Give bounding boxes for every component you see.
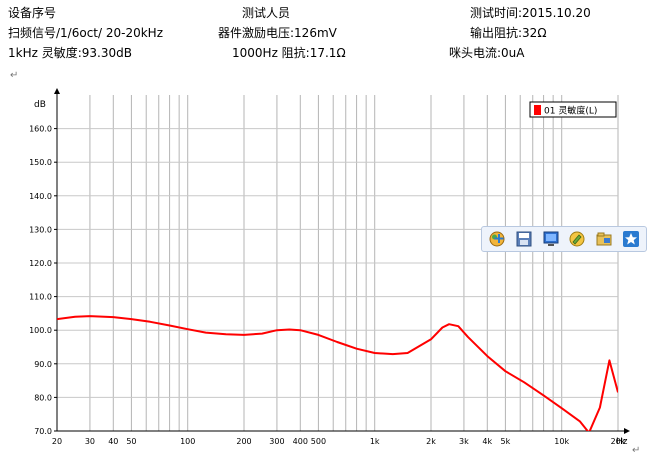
x-tick-label: 40: [108, 437, 118, 446]
x-tick-label: 5k: [501, 437, 511, 446]
x-tick-label: 2k: [426, 437, 436, 446]
y-tick-label: 70.0: [34, 427, 52, 436]
y-tick-label: 160.0: [29, 125, 52, 134]
legend-swatch: [534, 105, 541, 115]
sweep-signal-label: 扫频信号/1/6oct/ 20-20kHz: [8, 26, 163, 40]
chart-toolbar: [481, 226, 647, 252]
legend-box: [529, 101, 617, 118]
drive-voltage-label: 器件激励电压:126mV: [218, 26, 337, 40]
impedance-label: 1000Hz 阻抗:17.1Ω: [232, 46, 346, 60]
export-folder-icon: [596, 232, 612, 246]
sensitivity-label: 1kHz 灵敏度:93.30dB: [8, 46, 132, 60]
device-serial-label: 设备序号: [8, 6, 57, 20]
legend[interactable]: 01 灵敏度(L): [529, 101, 617, 118]
legend-label: 01 灵敏度(L): [544, 105, 597, 117]
x-axis-label: Hz: [616, 437, 628, 447]
y-tick-label: 120.0: [29, 259, 52, 268]
x-tick-label: 300: [269, 437, 284, 446]
series-group: [57, 315, 618, 431]
y-tick-label: 110.0: [29, 293, 52, 302]
paragraph-mark: ↵: [10, 70, 19, 81]
display-button[interactable]: [541, 229, 561, 249]
output-impedance-label: 输出阻抗:32Ω: [470, 26, 547, 40]
save-disk-icon: [516, 231, 532, 247]
x-tick-labels: 20 30 40 50 100 200 300 400 500 1k 2k 3k 4k 5k 10k 20k: [52, 437, 626, 446]
y-tick-label: 130.0: [29, 225, 52, 234]
edit-pencil-icon: [569, 231, 585, 247]
test-time-label: 测试时间:2015.10.20: [470, 6, 591, 20]
edit-button[interactable]: [567, 229, 587, 249]
monitor-icon: [543, 231, 559, 246]
x-tick-label: 3k: [459, 437, 469, 446]
x-tick-label: 500: [311, 437, 326, 446]
x-tick-label: 50: [126, 437, 136, 446]
y-axis-arrow: [54, 88, 60, 94]
x-tick-label: 200: [236, 437, 251, 446]
star-icon: [622, 231, 639, 247]
export-button[interactable]: [594, 229, 614, 249]
x-tick-label: 4k: [482, 437, 492, 446]
x-axis-arrow: [624, 428, 630, 434]
y-tick-label: 100.0: [29, 326, 52, 335]
y-tick-labels: 70.0 80.0 90.0 100.0 110.0 120.0 130.0 140.0 150…: [29, 125, 52, 436]
axes: [54, 88, 630, 434]
y-tick-label: 90.0: [34, 360, 52, 369]
x-tick-label: 400: [293, 437, 308, 446]
paragraph-mark-end: ↵: [632, 445, 641, 456]
driver-current-label: 咪头电流:0uA: [449, 46, 525, 60]
save-button[interactable]: [514, 229, 534, 249]
x-tick-label: 100: [180, 437, 195, 446]
x-tick-label: 20: [52, 437, 62, 446]
y-tick-label: 80.0: [34, 393, 52, 402]
x-tick-label: 1k: [370, 437, 380, 446]
tester-label: 测试人员: [242, 6, 291, 20]
y-tick-label: 140.0: [29, 192, 52, 201]
y-axis-label: dB: [34, 100, 46, 110]
add-sphere-icon: [489, 231, 505, 247]
favorite-button[interactable]: [621, 229, 641, 249]
x-tick-label: 10k: [554, 437, 569, 446]
x-tick-label: 30: [85, 437, 95, 446]
series-line-sensitivity: [57, 315, 618, 431]
vertical-grid: [56, 95, 619, 431]
y-tick-label: 150.0: [29, 158, 52, 167]
add-button[interactable]: [487, 229, 507, 249]
x-tick-label: 20k: [611, 437, 626, 446]
